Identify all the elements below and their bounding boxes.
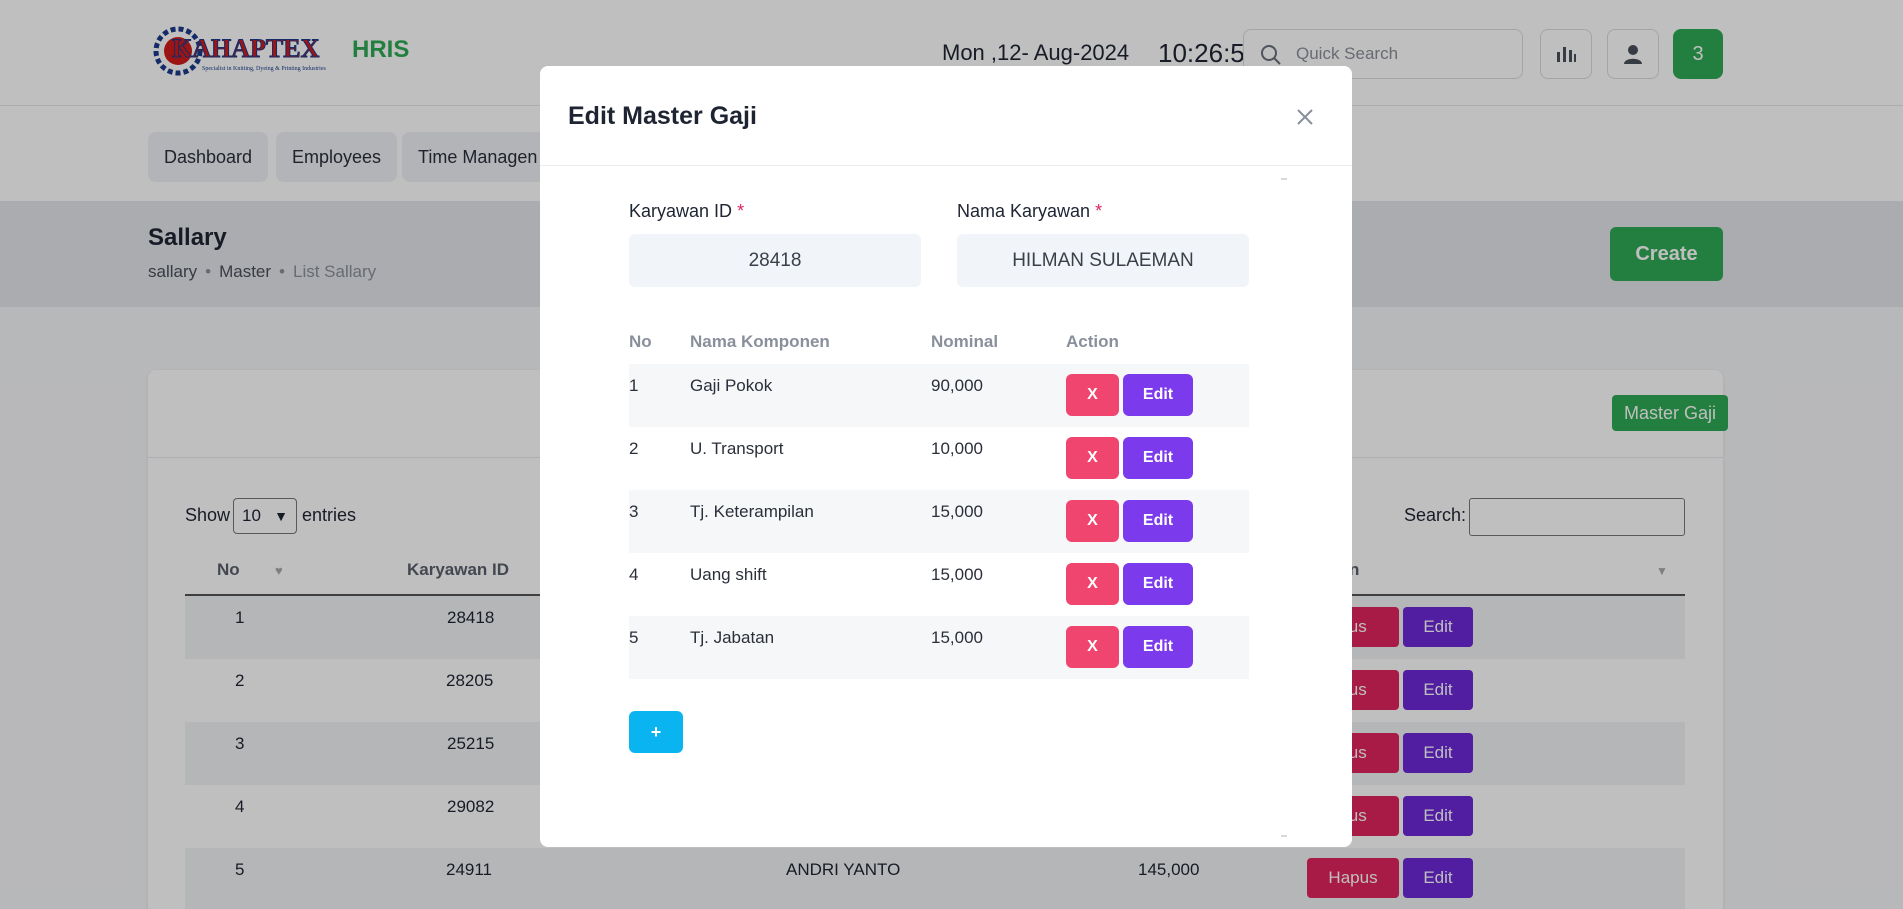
row-no: 5 bbox=[235, 860, 245, 879]
breadcrumb-item[interactable]: sallary bbox=[148, 262, 198, 281]
modal-title: Edit Master Gaji bbox=[568, 102, 757, 130]
row-no: 4 bbox=[629, 565, 639, 584]
entries-select[interactable]: 10 ▼ bbox=[233, 498, 297, 534]
row-nominal: 15,000 bbox=[931, 502, 983, 521]
row-komponen: Uang shift bbox=[690, 565, 767, 584]
bar-chart-icon bbox=[1557, 47, 1576, 62]
chart-button[interactable] bbox=[1540, 29, 1592, 79]
edit-button[interactable]: Edit bbox=[1403, 670, 1473, 710]
edit-component-button[interactable]: Edit bbox=[1123, 500, 1193, 542]
delete-component-button[interactable]: X bbox=[1066, 437, 1119, 479]
kahaptex-logo[interactable]: KAHAPTEX Specialist in Knitting, Dyeing … bbox=[152, 22, 347, 80]
current-date: Mon ,12- Aug-2024 bbox=[942, 40, 1130, 65]
table-search-label: Search: bbox=[1404, 505, 1467, 525]
sort-icon[interactable]: ♥ bbox=[275, 563, 283, 578]
edit-component-button[interactable]: Edit bbox=[1123, 563, 1193, 605]
hapus-button[interactable]: Hapus bbox=[1307, 858, 1399, 898]
page-title: Sallary bbox=[148, 224, 227, 251]
create-button[interactable]: Create bbox=[1610, 227, 1723, 281]
row-nominal: 90,000 bbox=[931, 376, 983, 395]
add-component-button[interactable]: + bbox=[629, 711, 683, 753]
row-no: 2 bbox=[235, 671, 245, 690]
edit-button[interactable]: Edit bbox=[1403, 733, 1473, 773]
edit-button[interactable]: Edit bbox=[1403, 858, 1473, 898]
breadcrumb-current: List Sallary bbox=[293, 262, 377, 281]
row-no: 3 bbox=[235, 734, 245, 753]
nav-dashboard[interactable]: Dashboard bbox=[148, 132, 269, 182]
notification-button[interactable]: 3 bbox=[1673, 29, 1723, 79]
row-no: 1 bbox=[629, 376, 639, 395]
row-karyawan-id: 28418 bbox=[447, 608, 495, 627]
breadcrumb-item[interactable]: Master bbox=[219, 262, 272, 281]
col-action[interactable]: n bbox=[1349, 560, 1360, 579]
row-nama: ANDRI YANTO bbox=[786, 860, 901, 879]
table-search-input[interactable] bbox=[1469, 498, 1685, 536]
row-no: 4 bbox=[235, 797, 245, 816]
nama-karyawan-field[interactable]: HILMAN SULAEMAN bbox=[957, 234, 1249, 287]
close-button[interactable] bbox=[1290, 102, 1320, 132]
sort-icon[interactable]: ▼ bbox=[1656, 564, 1668, 578]
master-gaji-button[interactable]: Master Gaji bbox=[1612, 395, 1728, 431]
col-karyawan-id[interactable]: Karyawan ID bbox=[407, 560, 510, 579]
nama-karyawan-label: Nama Karyawan * bbox=[957, 201, 1103, 221]
user-button[interactable] bbox=[1607, 29, 1659, 79]
edit-component-button[interactable]: Edit bbox=[1123, 374, 1193, 416]
delete-component-button[interactable]: X bbox=[1066, 563, 1119, 605]
row-no: 2 bbox=[629, 439, 639, 458]
row-komponen: Gaji Pokok bbox=[690, 376, 773, 395]
nav-time-management[interactable]: Time Managen bbox=[402, 132, 562, 182]
delete-component-button[interactable]: X bbox=[1066, 626, 1119, 668]
row-karyawan-id: 28205 bbox=[446, 671, 494, 690]
col-nominal: Nominal bbox=[931, 332, 999, 351]
karyawan-id-field[interactable]: 28418 bbox=[629, 234, 921, 287]
user-icon bbox=[1624, 45, 1642, 64]
col-no[interactable]: No bbox=[217, 560, 240, 579]
row-nominal: 145,000 bbox=[1138, 860, 1200, 879]
row-nominal: 10,000 bbox=[931, 439, 983, 458]
edit-button[interactable]: Edit bbox=[1403, 607, 1473, 647]
current-time: 10:26:5 bbox=[1158, 38, 1245, 68]
chevron-down-icon: ▼ bbox=[274, 508, 288, 524]
entries-label: entries bbox=[302, 505, 357, 525]
col-nama-komponen: Nama Komponen bbox=[690, 332, 830, 351]
delete-component-button[interactable]: X bbox=[1066, 374, 1119, 416]
entries-value: 10 bbox=[242, 506, 261, 525]
row-komponen: U. Transport bbox=[690, 439, 784, 458]
col-no: No bbox=[629, 332, 652, 351]
scroll-indicator bbox=[1281, 178, 1287, 180]
karyawan-id-label: Karyawan ID * bbox=[629, 201, 745, 221]
delete-component-button[interactable]: X bbox=[1066, 500, 1119, 542]
close-icon bbox=[1297, 109, 1313, 125]
edit-button[interactable]: Edit bbox=[1403, 796, 1473, 836]
app-name: HRIS bbox=[352, 36, 410, 63]
edit-component-button[interactable]: Edit bbox=[1123, 437, 1193, 479]
edit-component-button[interactable]: Edit bbox=[1123, 626, 1193, 668]
row-komponen: Tj. Jabatan bbox=[690, 628, 775, 647]
breadcrumb: sallary • Master • List Sallary bbox=[148, 262, 377, 281]
row-komponen: Tj. Keterampilan bbox=[690, 502, 814, 521]
row-no: 1 bbox=[235, 608, 245, 627]
row-no: 5 bbox=[629, 628, 639, 647]
edit-master-gaji-modal: Edit Master Gaji Karyawan ID * 28418 Nam… bbox=[540, 66, 1352, 847]
show-label: Show bbox=[185, 505, 231, 525]
scroll-indicator bbox=[1281, 835, 1287, 837]
nav-employees[interactable]: Employees bbox=[276, 132, 398, 182]
row-nominal: 15,000 bbox=[931, 565, 983, 584]
row-karyawan-id: 25215 bbox=[447, 734, 495, 753]
svg-text:KAHAPTEX: KAHAPTEX bbox=[172, 34, 320, 63]
row-nominal: 15,000 bbox=[931, 628, 983, 647]
row-no: 3 bbox=[629, 502, 639, 521]
modal-header: Edit Master Gaji bbox=[540, 66, 1352, 166]
row-karyawan-id: 24911 bbox=[446, 860, 493, 879]
row-karyawan-id: 29082 bbox=[447, 797, 495, 816]
svg-text:Specialist in Knitting, Dyeing: Specialist in Knitting, Dyeing & Printin… bbox=[202, 66, 326, 72]
search-icon bbox=[1261, 45, 1281, 65]
col-action: Action bbox=[1066, 332, 1119, 351]
